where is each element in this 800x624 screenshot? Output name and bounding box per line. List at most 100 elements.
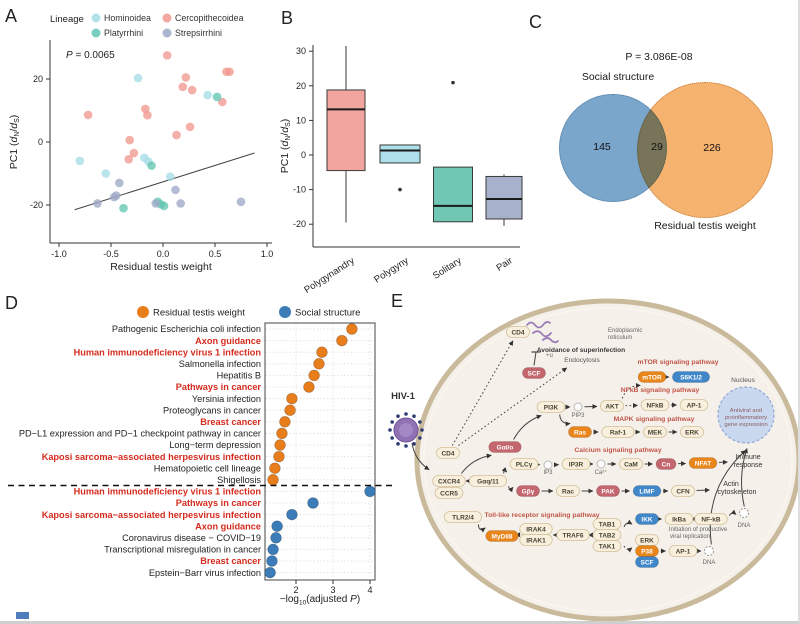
node-label-ip3r: IP3R <box>569 461 584 468</box>
pathway-label: Transcriptional misregulation in cancer <box>104 545 261 555</box>
node-label-mek: MEK <box>648 429 663 436</box>
y-axis-label: PC1 (dN/dS) <box>280 119 292 174</box>
dot-point <box>271 520 283 532</box>
pathway-text: +u <box>546 353 553 359</box>
virus-spike <box>418 420 422 424</box>
pathway-edge <box>501 467 508 474</box>
node-label-tak1: TAK1 <box>599 543 616 550</box>
venn-p-value: P = 3.086E-08 <box>625 51 693 63</box>
node-label-scf_b: SCF <box>641 559 654 566</box>
dot-point <box>264 566 276 579</box>
dot-point <box>286 392 298 405</box>
scatter-point <box>115 178 124 188</box>
trend-line <box>74 152 255 211</box>
outlier-point <box>398 187 402 192</box>
virus-spike <box>404 444 408 448</box>
node-label-nfkb2: NF-kB <box>701 516 720 523</box>
y-tick-label: -10 <box>293 185 306 195</box>
node-label-cxcr4: CXCR4 <box>438 478 460 485</box>
node-ip3r <box>561 458 591 470</box>
x-tick-label: 0.0 <box>157 249 170 259</box>
scatter-point <box>147 161 156 170</box>
node-ap1_b <box>668 545 698 557</box>
box <box>485 175 523 220</box>
pathway-label: Axon guidance <box>195 521 261 531</box>
node-gaio <box>488 441 522 453</box>
node-akt <box>600 400 624 412</box>
node-gby <box>516 485 540 497</box>
node-label-ap1_top: AP-1 <box>687 402 702 409</box>
x-axis-label: −log10(adjusted P) <box>280 594 360 607</box>
y-tick-label: 20 <box>33 74 43 84</box>
panel-label-c: C <box>529 12 542 32</box>
pathway-edge <box>513 414 542 440</box>
pathway-label: Salmonella infection <box>179 359 261 369</box>
node-label-raf1: Raf-1 <box>610 429 627 436</box>
pathway-label: Pathways in cancer <box>176 382 262 392</box>
scatter-point <box>101 169 111 178</box>
node-label-cd4_top: CD4 <box>511 329 524 336</box>
venn-set-label-social-structure: Social structure <box>581 71 655 83</box>
scatter-point <box>109 192 119 202</box>
node-label-ras: Ras <box>574 429 586 436</box>
pathway-edge <box>477 524 486 533</box>
x-tick-label: 0.5 <box>209 249 222 259</box>
node-label-ikk: IKK <box>641 516 653 523</box>
endoplasmic-reticulum-icon <box>532 330 552 338</box>
node-plcy <box>509 458 539 470</box>
node-traf6 <box>556 529 590 541</box>
node-nfat <box>688 457 718 469</box>
dot-point <box>273 450 285 463</box>
node-label-scf_top: SCF <box>528 370 541 377</box>
cell-membrane-inner <box>423 307 793 613</box>
pathway-edge <box>728 509 737 516</box>
scatter-point <box>159 201 169 211</box>
pathway-label: Breast cancer <box>200 556 261 566</box>
node-rac <box>556 485 580 497</box>
node-label-akt: AKT <box>605 403 618 410</box>
node-label-cn: Cn <box>662 461 671 468</box>
node-label-limf: LIMF <box>639 488 654 495</box>
node-label-gaio: Gαi/o <box>497 444 514 451</box>
node-gaq11 <box>469 475 508 487</box>
dna-circle <box>739 508 749 518</box>
panel-label-e: E <box>391 291 404 311</box>
x-tick-label: -1.0 <box>51 249 67 259</box>
virus-spike <box>404 412 408 416</box>
node-mek <box>643 426 667 438</box>
scatter-point <box>125 135 135 145</box>
pathway-edge <box>709 450 746 545</box>
dot-point <box>274 439 286 451</box>
pathway-label: Axon guidance <box>195 336 261 346</box>
panel-label-d: D <box>5 293 18 313</box>
virus-spike <box>418 436 422 440</box>
node-limf <box>632 485 662 497</box>
pathway-text: Initiation of productive <box>669 527 728 533</box>
bottom-left-mark <box>16 612 29 619</box>
y-tick-label: 10 <box>296 115 306 125</box>
box <box>379 144 421 164</box>
legend-label: Residual testis weight <box>153 308 245 319</box>
node-label-cam: CaM <box>624 461 638 468</box>
pathway-edge <box>623 545 633 553</box>
scatter-point <box>187 85 197 95</box>
nucleus <box>717 386 775 444</box>
dot-point <box>270 532 282 544</box>
node-cn <box>655 458 677 470</box>
pathway-text: PIP3 <box>571 413 585 419</box>
node-label-tab2: TAB2 <box>599 532 616 539</box>
scatter-point <box>203 90 213 100</box>
node-raf1 <box>601 426 635 438</box>
scatter-point <box>225 67 234 77</box>
scatter-point <box>181 73 191 82</box>
panel-d-pathway-dot-plot: Residual testis weight Social structure 2 3… <box>8 306 392 607</box>
pathway-text: viral replication <box>670 534 710 540</box>
node-label-nfkb: NFkB <box>647 402 664 409</box>
dot-point <box>336 334 348 347</box>
dot-point <box>276 427 288 440</box>
pathway-edge <box>460 453 492 474</box>
scatter-point <box>75 156 85 166</box>
node-label-irak4: IRAK4 <box>526 526 546 533</box>
